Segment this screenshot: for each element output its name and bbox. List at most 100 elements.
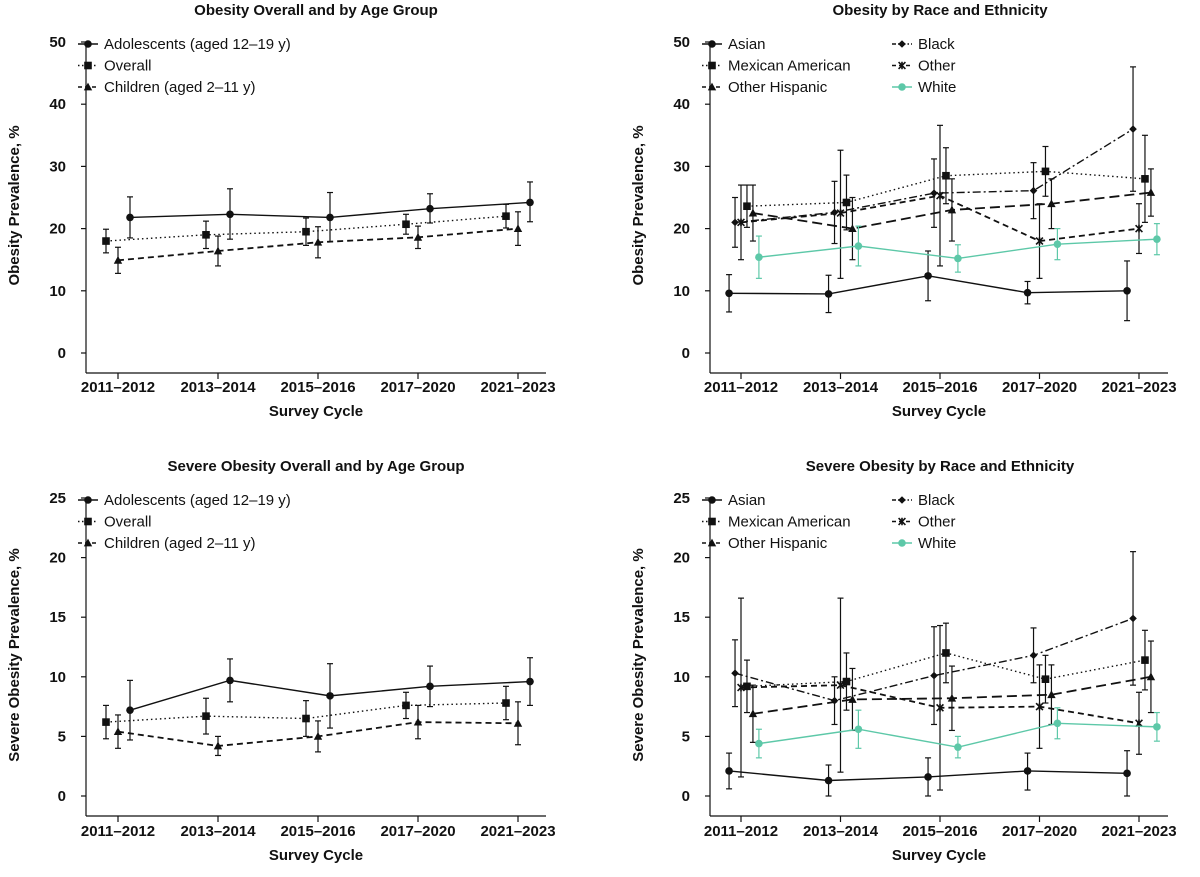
y-tick-label: 5 bbox=[682, 728, 690, 745]
data-point bbox=[755, 253, 763, 262]
legend-label: White bbox=[918, 535, 956, 552]
y-tick-label: 20 bbox=[673, 221, 690, 238]
legend-marker bbox=[83, 538, 93, 547]
y-tick-label: 20 bbox=[673, 550, 690, 567]
y-tick-label: 25 bbox=[49, 490, 66, 507]
data-point bbox=[854, 725, 863, 734]
data-point bbox=[737, 683, 745, 692]
data-point bbox=[924, 773, 932, 781]
y-tick-label: 20 bbox=[49, 221, 66, 238]
chart-title: Obesity by Race and Ethnicity bbox=[832, 2, 1048, 19]
data-point bbox=[842, 198, 851, 207]
data-point bbox=[502, 699, 510, 707]
data-point bbox=[1047, 199, 1056, 208]
panel-severe-obesity-age: Severe Obesity Overall and by Age Group 0… bbox=[6, 458, 556, 864]
data-point bbox=[755, 739, 763, 748]
x-tick-label: 2017–2020 bbox=[380, 379, 455, 396]
data-point bbox=[1141, 656, 1149, 664]
legend-label: Black bbox=[918, 36, 955, 53]
data-point bbox=[824, 776, 833, 785]
data-point bbox=[942, 171, 950, 180]
x-tick-label: 2017–2020 bbox=[380, 823, 455, 840]
x-tick-label: 2013–2014 bbox=[180, 823, 256, 840]
data-point bbox=[226, 210, 234, 219]
data-point bbox=[1035, 702, 1044, 711]
legend-item-other-hispanic: Other Hispanic bbox=[702, 79, 828, 96]
x-tick-label: 2021–2023 bbox=[1101, 379, 1176, 396]
data-point bbox=[1053, 719, 1062, 728]
data-point bbox=[226, 676, 234, 685]
legend-marker bbox=[708, 517, 716, 526]
data-point bbox=[1123, 769, 1131, 778]
y-tick-label: 30 bbox=[673, 158, 690, 175]
legend-item-black: Black bbox=[892, 36, 955, 53]
y-tick-label: 0 bbox=[682, 788, 690, 805]
legend-marker bbox=[707, 538, 717, 547]
data-point bbox=[954, 254, 962, 263]
data-point bbox=[836, 681, 845, 690]
data-point bbox=[202, 231, 210, 239]
data-point bbox=[842, 677, 851, 686]
data-point bbox=[426, 204, 434, 213]
legend-marker bbox=[708, 40, 716, 48]
series-other-hispanic bbox=[748, 640, 1156, 743]
y-tick-label: 50 bbox=[49, 34, 66, 51]
legend-label: Overall bbox=[104, 58, 152, 75]
data-point bbox=[942, 649, 950, 657]
data-point bbox=[1029, 186, 1038, 195]
series-mexican-american bbox=[743, 134, 1149, 231]
y-tick-label: 0 bbox=[58, 788, 66, 805]
series-other bbox=[737, 124, 1143, 279]
legend-label: Black bbox=[918, 492, 955, 509]
legend-marker bbox=[898, 61, 906, 70]
y-axis-label: Obesity Prevalence, % bbox=[6, 125, 23, 285]
data-point bbox=[725, 767, 733, 775]
data-point bbox=[1053, 240, 1062, 248]
x-tick-label: 2011–2012 bbox=[704, 823, 778, 840]
data-point bbox=[1141, 175, 1149, 183]
legend-item-overall: Overall bbox=[78, 514, 152, 531]
data-point bbox=[924, 272, 932, 280]
data-point bbox=[202, 712, 210, 720]
x-axis-label: Survey Cycle bbox=[892, 847, 986, 864]
data-point bbox=[748, 709, 758, 718]
data-point bbox=[1041, 675, 1050, 683]
legend-label: White bbox=[918, 79, 956, 96]
data-point bbox=[1123, 287, 1131, 295]
x-tick-label: 2015–2016 bbox=[902, 379, 977, 396]
legend-marker bbox=[708, 61, 716, 70]
x-tick-label: 2017–2020 bbox=[1002, 823, 1077, 840]
panel-severe-obesity-race: Severe Obesity by Race and Ethnicity 0 5 10… bbox=[630, 458, 1177, 864]
x-tick-label: 2015–2016 bbox=[902, 823, 977, 840]
series-asian bbox=[725, 750, 1131, 797]
legend-item-adolescents-aged-12-19-y: Adolescents (aged 12–19 y) bbox=[78, 492, 291, 509]
data-point bbox=[1146, 188, 1156, 196]
chart-title: Severe Obesity Overall and by Age Group bbox=[167, 458, 464, 475]
series-children-aged-2-11-y bbox=[113, 211, 523, 274]
data-point bbox=[302, 714, 310, 723]
x-tick-label: 2011–2012 bbox=[81, 823, 155, 840]
series-adolescents-aged-12-19-y bbox=[126, 181, 534, 243]
legend: Asian Black Mexican American Other Other His… bbox=[702, 492, 956, 552]
legend-item-children-aged-2-11-y: Children (aged 2–11 y) bbox=[78, 79, 255, 96]
y-axis-label: Severe Obesity Prevalence, % bbox=[6, 548, 23, 761]
data-point bbox=[113, 727, 123, 736]
data-point bbox=[854, 242, 863, 250]
legend-label: Overall bbox=[104, 514, 152, 531]
x-tick-label: 2015–2016 bbox=[280, 823, 355, 840]
series-overall bbox=[102, 685, 510, 740]
x-tick-label: 2015–2016 bbox=[280, 379, 355, 396]
data-point bbox=[947, 693, 957, 702]
legend-item-children-aged-2-11-y: Children (aged 2–11 y) bbox=[78, 535, 255, 552]
data-point bbox=[731, 669, 739, 678]
data-point bbox=[513, 718, 523, 727]
data-point bbox=[848, 695, 857, 703]
y-tick-label: 15 bbox=[673, 609, 690, 626]
y-axis-label: Obesity Prevalence, % bbox=[630, 125, 647, 285]
data-point bbox=[743, 682, 751, 691]
series-black bbox=[731, 551, 1137, 726]
legend-label: Other bbox=[918, 58, 956, 75]
data-point bbox=[326, 692, 334, 700]
series-black bbox=[731, 66, 1137, 248]
